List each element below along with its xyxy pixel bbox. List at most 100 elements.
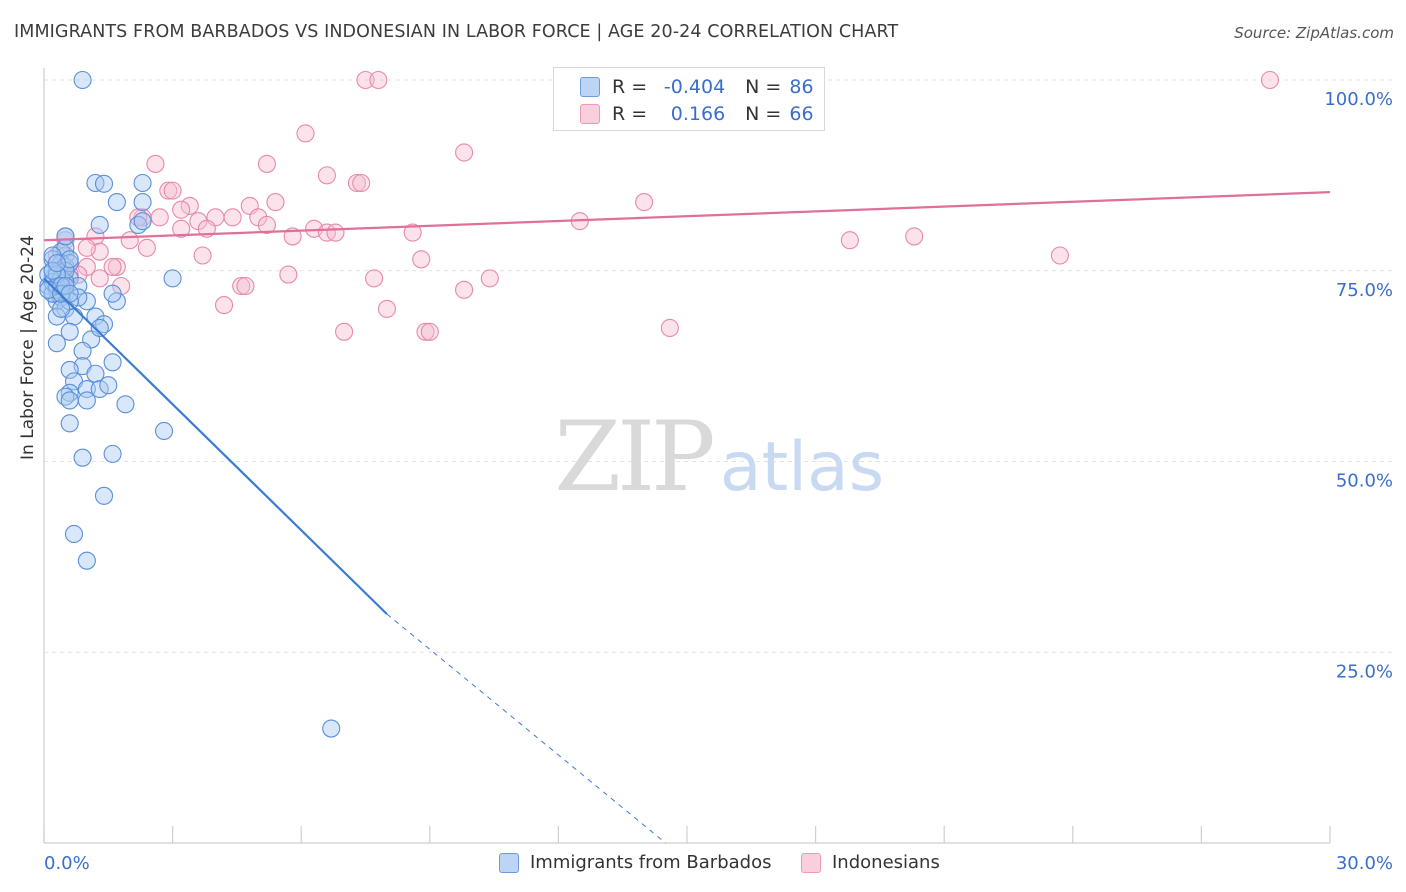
y-tick-label: 100.0% — [1324, 89, 1393, 110]
y-tick-label: 50.0% — [1336, 471, 1393, 492]
y-tick-label: 25.0% — [1336, 661, 1393, 682]
point-indonesians — [257, 154, 276, 173]
legend-n-value: 66 — [789, 103, 814, 125]
gridlines — [44, 79, 1395, 653]
series-legend: Immigrants from Barbados Indonesians — [0, 852, 1406, 878]
legend-item-barbados: Immigrants from Barbados — [499, 852, 771, 873]
point-indonesians — [193, 246, 212, 265]
legend-n-label: N = — [745, 76, 782, 98]
point-indonesians — [326, 223, 345, 242]
legend-label-indonesians: Indonesians — [832, 852, 940, 873]
legend-row-indonesians: R = 0.166 N = 66 — [580, 102, 814, 126]
point-barbados — [60, 391, 79, 410]
point-barbados — [52, 299, 71, 318]
legend-swatch-blue — [580, 77, 600, 97]
point-indonesians — [172, 200, 191, 219]
point-indonesians — [365, 269, 384, 288]
legend-r-label: R = — [612, 76, 648, 98]
watermark: ZIP atlas — [554, 401, 884, 513]
source-label: Source: ZipAtlas.com — [1234, 24, 1394, 42]
series-barbados — [39, 70, 341, 738]
point-indonesians — [660, 318, 679, 338]
point-barbados — [94, 486, 114, 505]
legend-r-value: 0.166 — [664, 103, 726, 125]
point-indonesians — [137, 238, 156, 257]
point-indonesians — [369, 70, 388, 90]
trend-line-indonesians — [43, 191, 1331, 242]
point-indonesians — [296, 124, 315, 143]
chart-title: IMMIGRANTS FROM BARBADOS VS INDONESIAN I… — [14, 22, 899, 42]
point-barbados — [163, 269, 182, 288]
point-indonesians — [403, 223, 422, 242]
point-barbados — [154, 421, 174, 441]
point-indonesians — [455, 143, 474, 162]
watermark-atlas: atlas — [720, 428, 884, 507]
point-barbados — [64, 524, 84, 544]
point-indonesians — [317, 166, 336, 185]
legend-r-label: R = — [612, 103, 648, 125]
point-barbados — [73, 448, 92, 467]
point-barbados — [60, 284, 79, 303]
point-barbados — [133, 173, 152, 193]
point-indonesians — [635, 193, 654, 212]
point-indonesians — [163, 181, 182, 200]
point-indonesians — [480, 269, 499, 288]
point-barbados — [99, 376, 118, 395]
trend-line-barbados — [43, 277, 388, 615]
legend-swatch-pink — [580, 104, 600, 124]
point-indonesians — [172, 219, 191, 238]
legend-swatch-pink — [801, 852, 821, 873]
point-indonesians — [377, 299, 396, 318]
x-tick-label: 30.0% — [1336, 853, 1393, 874]
point-barbados — [90, 379, 109, 399]
trend-line-barbados-extension — [386, 613, 666, 844]
point-barbados — [133, 212, 152, 231]
legend-swatch-blue — [499, 852, 519, 873]
legend-r-value: -0.404 — [663, 76, 726, 98]
point-barbados — [69, 288, 88, 307]
point-indonesians — [77, 238, 96, 257]
point-indonesians — [120, 231, 139, 250]
point-barbados — [77, 551, 96, 570]
point-barbados — [322, 719, 341, 738]
point-indonesians — [420, 322, 439, 341]
axes — [43, 68, 1331, 844]
watermark-zip: ZIP — [554, 401, 713, 513]
trend-lines — [43, 191, 1331, 844]
point-barbados — [103, 353, 122, 372]
point-barbados — [94, 174, 114, 193]
point-barbados — [73, 70, 92, 90]
y-axis-label: In Labor Force | Age 20-24 — [18, 235, 38, 460]
point-barbados — [90, 215, 109, 235]
point-barbados — [73, 341, 92, 360]
point-indonesians — [103, 257, 122, 276]
point-indonesians — [335, 322, 354, 341]
point-indonesians — [159, 181, 178, 200]
point-indonesians — [905, 227, 924, 246]
point-indonesians — [347, 173, 366, 193]
point-indonesians — [352, 173, 371, 193]
point-indonesians — [90, 269, 109, 288]
point-barbados — [47, 334, 66, 353]
point-indonesians — [840, 231, 859, 250]
point-barbados — [116, 395, 135, 414]
point-indonesians — [266, 193, 285, 212]
legend-item-indonesians: Indonesians — [801, 852, 940, 873]
point-indonesians — [1050, 246, 1069, 265]
point-indonesians — [146, 154, 165, 173]
point-barbados — [133, 193, 152, 212]
point-indonesians — [1260, 70, 1280, 90]
point-barbados — [107, 193, 126, 212]
x-tick-label: 0.0% — [44, 853, 90, 874]
point-indonesians — [412, 250, 431, 269]
correlation-legend: R = -0.404 N = 86 R = 0.166 N = 66 — [553, 67, 825, 131]
point-indonesians — [356, 70, 375, 90]
point-barbados — [103, 284, 122, 303]
point-barbados — [90, 318, 109, 338]
point-indonesians — [180, 196, 199, 215]
point-barbados — [60, 322, 79, 341]
point-indonesians — [455, 280, 474, 299]
legend-row-barbados: R = -0.404 N = 86 — [580, 75, 814, 99]
point-indonesians — [236, 276, 255, 296]
